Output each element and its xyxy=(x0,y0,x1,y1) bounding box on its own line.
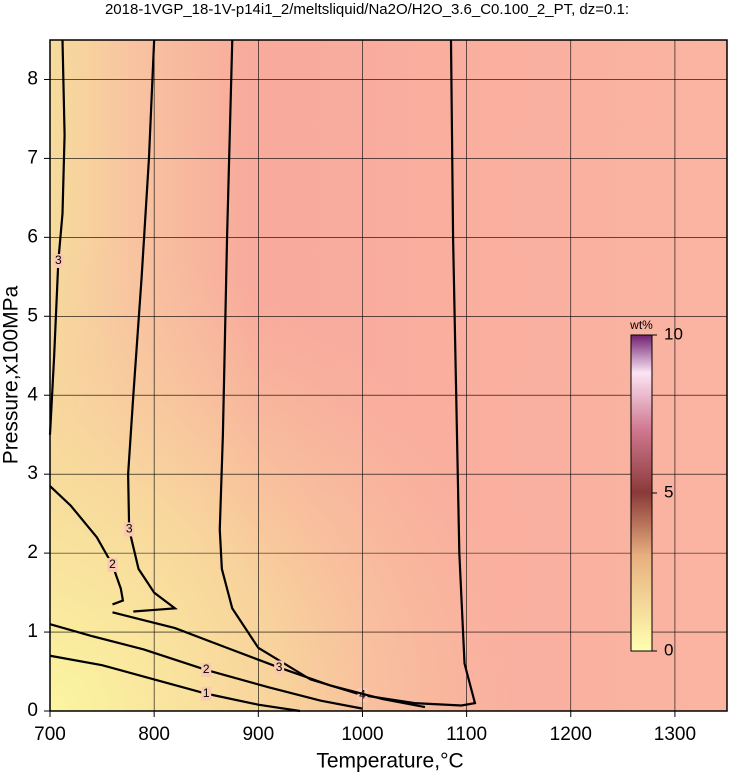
y-tick-label: 5 xyxy=(27,305,38,326)
contour-label-bg xyxy=(124,522,135,537)
y-tick-label: 6 xyxy=(27,226,38,247)
y-tick-label: 4 xyxy=(27,384,38,405)
colorbar-label: wt% xyxy=(629,318,653,332)
colorbar-tick-label: 5 xyxy=(664,482,673,501)
contour-label-bg xyxy=(201,662,212,677)
contour-label-bg xyxy=(107,557,118,572)
plot-frame xyxy=(49,39,728,712)
x-tick-label: 800 xyxy=(138,724,170,745)
x-tick-label: 1000 xyxy=(341,724,383,745)
contour-label: 1 xyxy=(203,686,210,700)
x-tick-label: 1100 xyxy=(446,724,487,745)
y-tick-label: 3 xyxy=(27,463,38,484)
x-tick-label: 900 xyxy=(242,724,274,745)
contour-label-bg xyxy=(201,686,212,701)
contour-label: 3 xyxy=(276,660,283,674)
y-tick-label: 7 xyxy=(27,147,38,168)
chart-title: 2018-1VGP_18-1V-p14i1_2/meltsliquid/Na2O… xyxy=(105,1,629,18)
contour-line xyxy=(49,654,301,713)
contour-label-bg xyxy=(274,660,285,675)
y-tick-label: 8 xyxy=(27,68,38,89)
y-tick-label: 1 xyxy=(27,621,38,642)
colorbar xyxy=(630,334,653,652)
contour-label: 2 xyxy=(203,662,210,676)
colorbar-tick-label: 0 xyxy=(664,640,673,659)
x-tick-label: 1300 xyxy=(654,724,696,745)
contour-label-bg xyxy=(53,254,64,269)
y-tick-label: 2 xyxy=(27,542,38,563)
contour-label: 3 xyxy=(126,522,133,536)
contour-label: 2 xyxy=(109,557,116,571)
contour-label: 3 xyxy=(55,253,62,267)
x-tick-label: 700 xyxy=(34,724,66,745)
colorbar-tick-label: 10 xyxy=(664,324,683,343)
y-tick-label: 0 xyxy=(27,700,38,721)
y-axis-label: Pressure,x100MPa xyxy=(0,285,23,464)
x-axis-label: Temperature,°C xyxy=(316,750,463,773)
x-tick-label: 1200 xyxy=(550,724,592,745)
